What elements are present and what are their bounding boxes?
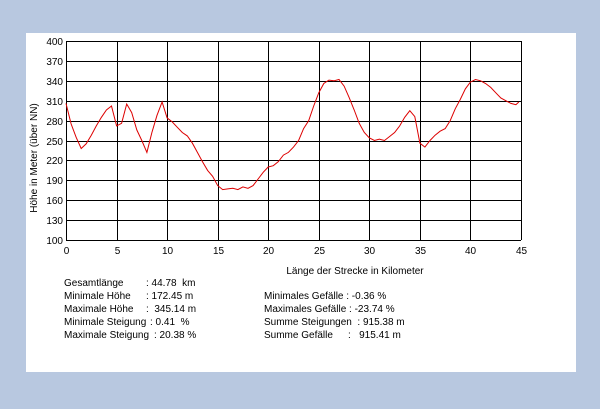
x-tick-label: 10 [162,246,174,257]
stat-summe-gefaelle-value: : 915.41 m [348,330,401,341]
x-tick-label: 5 [115,246,121,257]
stat-min-gefaelle: Minimales Gefälle : -0.36 % [264,291,387,302]
chart-panel: 100 130 160 190 220 250 280 310 340 370 400 0 5 10 15… [26,33,576,372]
x-tick-label: 0 [64,246,70,257]
y-tick-label: 220 [46,156,63,167]
stat-min-hoehe-value: : 172.45 m [146,291,194,302]
stat-summe-gefaelle-label: Summe Gefälle [264,330,333,341]
y-tick-label: 340 [46,77,63,88]
y-tick-label: 280 [46,117,63,128]
stat-gesamtlaenge-value: : 44.78 km [146,278,196,289]
stat-max-gefaelle: Maximales Gefälle : -23.74 % [264,304,395,315]
stat-max-hoehe-label: Maximale Höhe [64,304,134,315]
stat-max-steigung-label: Maximale Steigung [64,330,150,341]
elevation-series-line [65,78,520,191]
stat-summe-steigungen: Summe Steigungen : 915.38 m [264,317,405,328]
x-axis-ticks: 0 5 10 15 20 25 30 35 40 45 [64,246,528,257]
y-axis-ticks: 100 130 160 190 220 250 280 310 340 370 400 [46,37,63,247]
x-tick-label: 25 [314,246,326,257]
route-statistics: Gesamtlänge : 44.78 km Minimale Höhe : 1… [26,33,576,372]
y-tick-label: 400 [46,37,63,48]
y-axis-label: Höhe in Meter (über NN) [29,103,40,212]
y-tick-label: 310 [46,97,63,108]
x-axis-label: Länge der Strecke in Kilometer [286,266,424,277]
x-tick-label: 15 [213,246,225,257]
stat-gesamtlaenge-label: Gesamtlänge [64,278,124,289]
y-tick-label: 250 [46,137,63,148]
stat-max-hoehe-value: : 345.14 m [146,304,197,315]
stat-max-steigung-value: : 20.38 % [154,330,197,341]
y-tick-label: 160 [46,196,63,207]
x-tick-label: 20 [263,246,275,257]
y-tick-label: 190 [46,176,63,187]
y-tick-label: 370 [46,57,63,68]
elevation-chart: 100 130 160 190 220 250 280 310 340 370 400 0 5 10 15… [29,37,528,277]
y-tick-label: 130 [46,216,63,227]
stat-min-steigung-value: : 0.41 % [150,317,190,328]
x-tick-label: 45 [516,246,528,257]
stat-min-steigung-label: Minimale Steigung [64,317,147,328]
x-tick-label: 30 [364,246,376,257]
y-tick-label: 100 [46,236,63,247]
stat-min-hoehe-label: Minimale Höhe [64,291,131,302]
x-tick-label: 35 [415,246,427,257]
x-tick-label: 40 [465,246,477,257]
